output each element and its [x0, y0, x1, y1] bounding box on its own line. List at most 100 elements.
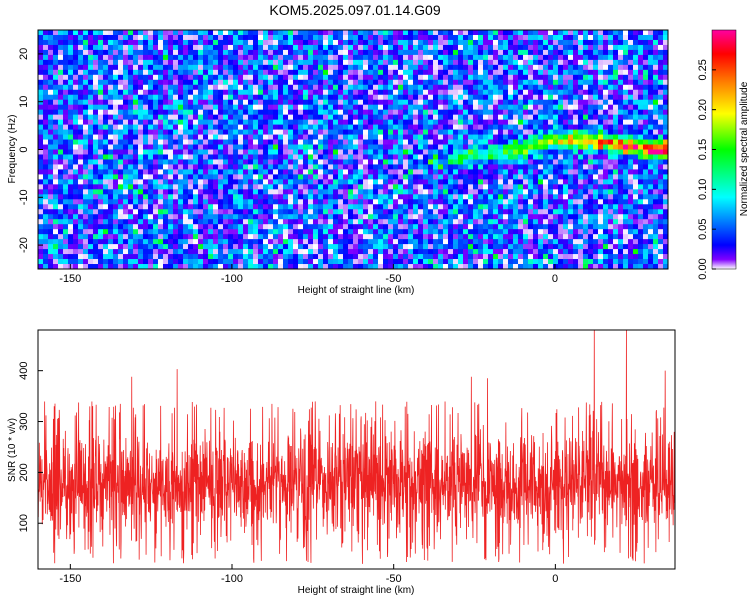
heatmap-cell — [68, 114, 74, 121]
heatmap-cell — [243, 164, 249, 170]
heatmap-cell — [358, 54, 364, 61]
heatmap-cell — [188, 159, 194, 165]
heatmap-cell — [268, 184, 274, 190]
heatmap-cell — [138, 144, 144, 150]
heatmap-cell — [133, 30, 139, 36]
heatmap-cell — [378, 94, 384, 101]
heatmap-cell — [53, 254, 59, 260]
heatmap-cell — [113, 219, 119, 225]
heatmap-cell — [183, 139, 189, 145]
heatmap-cell — [358, 219, 364, 225]
heatmap-cell — [448, 169, 454, 175]
heatmap-cell — [163, 199, 169, 205]
heatmap-cell — [208, 139, 214, 145]
heatmap-cell — [133, 169, 139, 175]
heatmap-cell — [238, 104, 244, 111]
heatmap-cell — [133, 109, 139, 116]
heatmap-cell — [328, 154, 334, 160]
heatmap-cell — [138, 104, 144, 111]
heatmap-cell — [228, 194, 234, 200]
heatmap-cell — [158, 179, 164, 185]
heatmap-cell — [233, 204, 239, 210]
heatmap-cell — [433, 124, 439, 130]
heatmap-cell — [548, 74, 554, 81]
heatmap-cell — [503, 99, 509, 106]
heatmap-cell — [38, 164, 44, 170]
heatmap-cell — [188, 109, 194, 116]
heatmap-cell — [353, 189, 359, 195]
heatmap-cell — [533, 79, 539, 86]
heatmap-cell — [503, 159, 509, 165]
heatmap-cell — [153, 204, 159, 210]
heatmap-cell — [283, 179, 289, 185]
heatmap-cell — [493, 254, 499, 260]
heatmap-cell — [168, 64, 174, 71]
heatmap-cell — [468, 39, 474, 46]
heatmap-cell — [503, 79, 509, 86]
heatmap-cell — [438, 189, 444, 195]
heatmap-cell — [48, 224, 54, 230]
heatmap-cell — [393, 264, 399, 269]
heatmap-cell — [538, 159, 544, 165]
heatmap-cell — [473, 89, 479, 96]
heatmap-cell — [533, 224, 539, 230]
heatmap-cell — [478, 164, 484, 170]
heatmap-cell — [338, 39, 344, 46]
heatmap-cell — [443, 159, 449, 165]
heatmap-cell — [493, 129, 499, 135]
heatmap-cell — [38, 134, 44, 140]
heatmap-cell — [353, 154, 359, 160]
heatmap-cell — [438, 264, 444, 269]
heatmap-cell — [523, 54, 529, 61]
heatmap-cell — [388, 139, 394, 145]
heatmap-cell — [123, 104, 129, 111]
heatmap-cell — [283, 89, 289, 96]
heatmap-cell — [63, 159, 69, 165]
heatmap-cell — [333, 149, 339, 155]
heatmap-cell — [88, 154, 94, 160]
heatmap-cell — [313, 194, 319, 200]
heatmap-cell — [68, 194, 74, 200]
heatmap-cell — [468, 239, 474, 245]
heatmap-cell — [433, 69, 439, 76]
heatmap-cell — [133, 59, 139, 66]
heatmap-cell — [363, 214, 369, 220]
heatmap-cell — [193, 34, 199, 41]
heatmap-cell — [413, 99, 419, 106]
heatmap-cell — [408, 184, 414, 190]
heatmap-cell — [543, 154, 549, 160]
heatmap-cell — [388, 84, 394, 91]
heatmap-cell — [158, 254, 164, 260]
heatmap-cell — [538, 189, 544, 195]
heatmap-cell — [78, 59, 84, 66]
heatmap-cell — [38, 149, 44, 155]
heatmap-cell — [58, 264, 64, 269]
heatmap-cell — [143, 219, 149, 225]
heatmap-cell — [68, 134, 74, 140]
heatmap-cell — [518, 94, 524, 101]
heatmap-cell — [63, 79, 69, 86]
heatmap-cell — [93, 134, 99, 140]
heatmap-cell — [168, 194, 174, 200]
heatmap-cell — [343, 39, 349, 46]
heatmap-cell — [408, 74, 414, 81]
heatmap-cell — [473, 169, 479, 175]
heatmap-cell — [168, 234, 174, 240]
heatmap-cell — [453, 139, 459, 145]
heatmap-cell — [368, 114, 374, 121]
heatmap-cell — [263, 199, 269, 205]
heatmap-cell — [208, 114, 214, 121]
heatmap-cell — [478, 174, 484, 180]
heatmap-cell — [348, 209, 354, 215]
heatmap-cell — [183, 89, 189, 96]
heatmap-cell — [243, 259, 249, 265]
heatmap-cell — [538, 169, 544, 175]
heatmap-cell — [313, 74, 319, 81]
heatmap-cell — [93, 69, 99, 76]
heatmap-cell — [138, 224, 144, 230]
heatmap-cell — [268, 139, 274, 145]
heatmap-cell — [368, 249, 374, 255]
heatmap-cell — [223, 44, 229, 51]
heatmap-cell — [108, 219, 114, 225]
heatmap-cell — [303, 119, 309, 126]
